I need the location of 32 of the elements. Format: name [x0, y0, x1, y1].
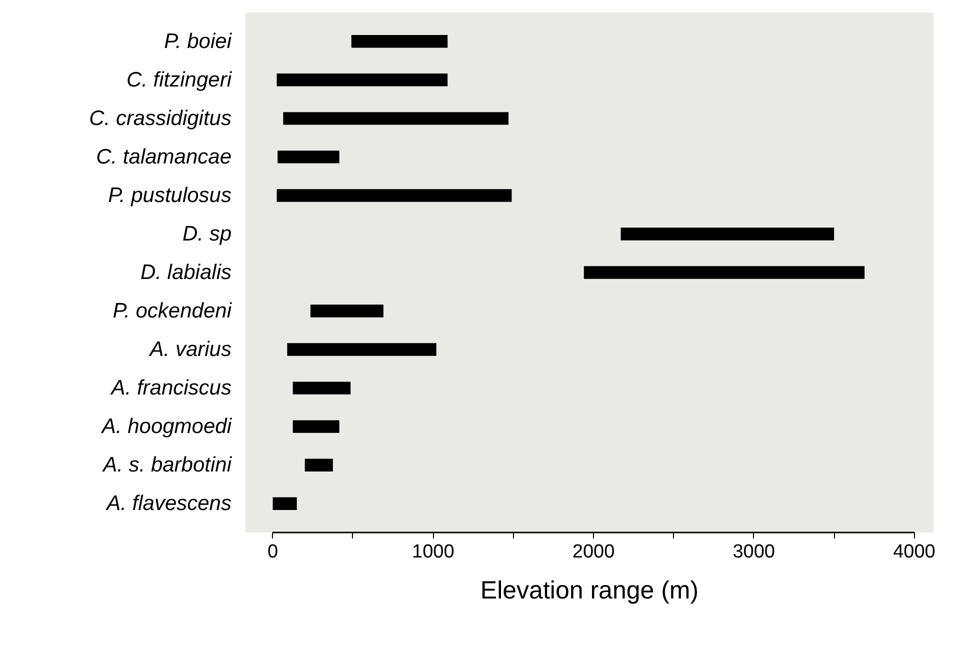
y-tick-label: A. hoogmoedi [100, 415, 233, 438]
y-tick-label: C. fitzingeri [126, 68, 233, 92]
y-tick-label: P. pustulosus [108, 184, 232, 207]
bar [276, 189, 512, 202]
x-tick-label: 1000 [412, 542, 454, 562]
y-tick-label: C. crassidigitus [89, 106, 232, 130]
y-tick-label: P. boiei [164, 30, 233, 53]
y-tick-label: D. sp [182, 222, 232, 246]
y-tick-label: A. varius [148, 338, 232, 362]
bar [351, 35, 448, 48]
bar [584, 266, 865, 279]
y-tick-label: D. labialis [140, 261, 232, 284]
bar [620, 228, 834, 240]
x-tick-label: 0 [267, 542, 278, 562]
y-tick-label: C. talamancae [96, 145, 232, 168]
bar [276, 74, 448, 86]
bar [304, 458, 333, 472]
bar [310, 304, 384, 318]
bar [272, 497, 297, 510]
y-tick-label: A. franciscus [109, 376, 232, 400]
x-axis-title: Elevation range (m) [480, 576, 699, 604]
x-tick-label: 2000 [572, 542, 615, 562]
y-tick-label: P. ockendeni [112, 300, 233, 323]
bar [278, 150, 340, 164]
bar [283, 112, 509, 125]
x-tick-label: 4000 [893, 542, 936, 562]
x-tick-label: 3000 [732, 542, 776, 562]
bar [287, 343, 436, 356]
bar [292, 420, 340, 433]
bar [292, 382, 351, 394]
y-tick-label: A. flavescens [104, 492, 232, 516]
y-tick-label: A. s. barbotini [101, 454, 233, 477]
